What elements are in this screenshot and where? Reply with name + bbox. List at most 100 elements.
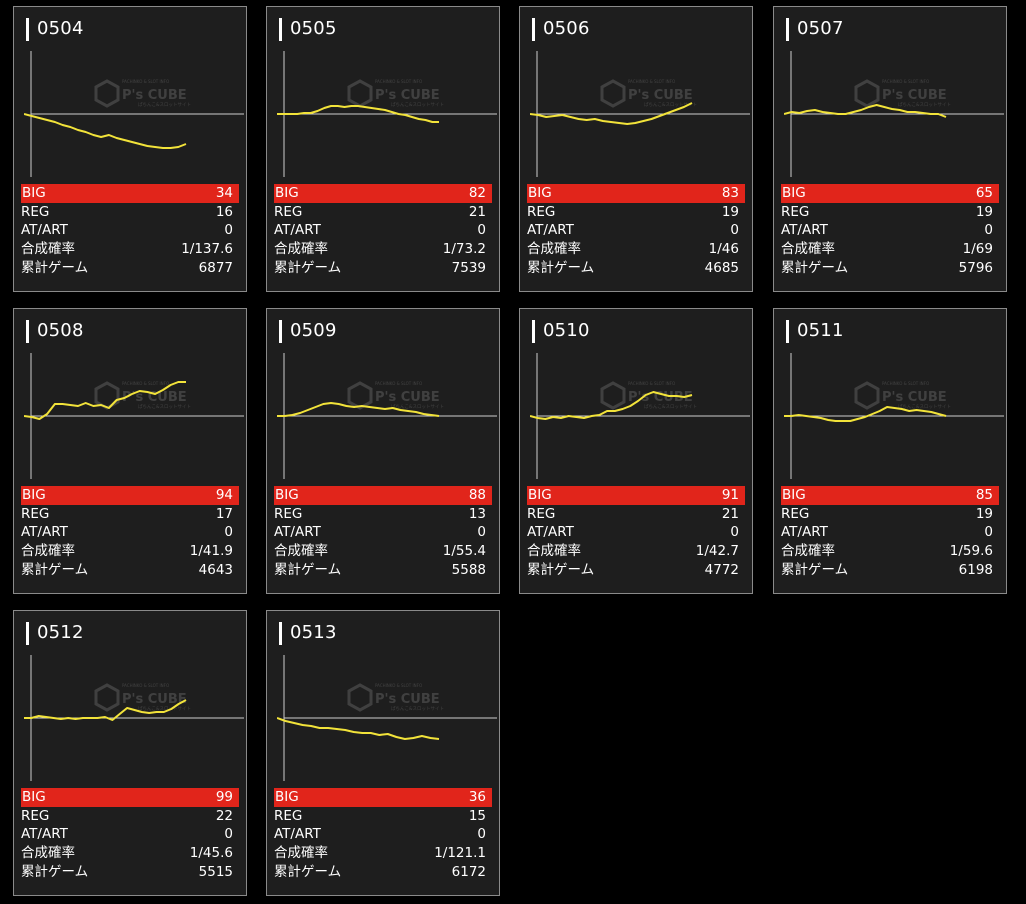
stat-value-big: 65 (975, 185, 993, 201)
stat-label-big: BIG (22, 185, 46, 201)
watermark-brand: P's CUBE (122, 390, 187, 405)
machine-stats: BIG 85 REG 19 AT/ART 0 合成確率 1/59.6 累計ゲーム… (774, 486, 1006, 579)
stat-value-atart: 0 (984, 222, 993, 239)
watermark-brand: P's CUBE (628, 88, 693, 103)
stat-row-reg: REG 16 (21, 203, 239, 222)
machine-number: 0504 (37, 18, 84, 39)
stat-value-games: 6198 (958, 561, 993, 578)
machine-number: 0508 (37, 320, 84, 341)
machine-card-0511[interactable]: 0511 PACHINKO & SLOT INFO P's CUBE ぱちんこ&スロ… (773, 308, 1007, 594)
stat-label-atart: AT/ART (527, 222, 574, 239)
stat-label-atart: AT/ART (527, 524, 574, 541)
machine-card-0512[interactable]: 0512 PACHINKO & SLOT INFO P's CUBE ぱちんこ&スロ… (13, 610, 247, 896)
stat-label-games: 累計ゲーム (527, 259, 595, 276)
stat-row-atart: AT/ART 0 (21, 221, 239, 240)
stat-value-games: 4772 (704, 561, 739, 578)
stat-label-reg: REG (527, 505, 556, 522)
stat-row-big: BIG 83 (527, 184, 745, 203)
machine-header: 0511 (786, 319, 844, 343)
machine-stats: BIG 94 REG 17 AT/ART 0 合成確率 1/41.9 累計ゲーム… (14, 486, 246, 579)
stat-row-reg: REG 21 (274, 203, 492, 222)
machine-card-0508[interactable]: 0508 PACHINKO & SLOT INFO P's CUBE ぱちんこ&スロ… (13, 308, 247, 594)
machine-number: 0512 (37, 622, 84, 643)
stat-value-atart: 0 (224, 826, 233, 843)
stat-label-reg: REG (21, 505, 50, 522)
stat-row-reg: REG 13 (274, 505, 492, 524)
stat-row-big: BIG 88 (274, 486, 492, 505)
stat-value-combined: 1/59.6 (949, 543, 993, 560)
machine-card-0507[interactable]: 0507 PACHINKO & SLOT INFO P's CUBE ぱちんこ&スロ… (773, 6, 1007, 292)
stat-row-big: BIG 34 (21, 184, 239, 203)
stat-label-atart: AT/ART (781, 222, 828, 239)
stat-label-games: 累計ゲーム (527, 561, 595, 578)
slump-line (277, 105, 439, 123)
slump-line (530, 102, 693, 125)
cube-logo-icon (600, 381, 626, 410)
stat-value-reg: 22 (215, 807, 233, 824)
stat-value-combined: 1/69 (962, 241, 993, 258)
stat-row-atart: AT/ART 0 (274, 221, 492, 240)
machine-stats: BIG 36 REG 15 AT/ART 0 合成確率 1/121.1 累計ゲー… (267, 788, 499, 881)
stat-value-atart: 0 (477, 826, 486, 843)
stat-value-games: 6172 (451, 863, 486, 880)
machine-card-0505[interactable]: 0505 PACHINKO & SLOT INFO P's CUBE ぱちんこ&スロ… (266, 6, 500, 292)
stat-value-games: 4685 (704, 259, 739, 276)
stat-label-games: 累計ゲーム (274, 259, 342, 276)
watermark-caption: PACHINKO & SLOT INFO (628, 381, 675, 386)
machine-number: 0510 (543, 320, 590, 341)
stat-label-reg: REG (781, 505, 810, 522)
watermark-caption: PACHINKO & SLOT INFO (375, 381, 422, 386)
machine-card-0510[interactable]: 0510 PACHINKO & SLOT INFO P's CUBE ぱちんこ&スロ… (519, 308, 753, 594)
stat-label-combined: 合成確率 (274, 543, 328, 560)
machine-header: 0508 (26, 319, 84, 343)
machine-card-0513[interactable]: 0513 PACHINKO & SLOT INFO P's CUBE ぱちんこ&スロ… (266, 610, 500, 896)
stat-label-games: 累計ゲーム (21, 259, 89, 276)
stat-label-big: BIG (528, 487, 552, 503)
stat-value-big: 34 (215, 185, 233, 201)
stat-value-combined: 1/45.6 (189, 845, 233, 862)
watermark-brand: P's CUBE (122, 692, 187, 707)
cube-logo-icon (854, 381, 880, 410)
watermark-subcaption: ぱちんこ&スロットサイト (644, 403, 697, 410)
stat-row-reg: REG 17 (21, 505, 239, 524)
stat-value-reg: 19 (975, 505, 993, 522)
cube-logo-icon (94, 381, 120, 410)
stat-row-games: 累計ゲーム 7539 (274, 259, 492, 278)
watermark-subcaption: ぱちんこ&スロットサイト (138, 101, 191, 108)
machine-header: 0512 (26, 621, 84, 645)
watermark-subcaption: ぱちんこ&スロットサイト (391, 403, 444, 410)
stat-value-reg: 16 (215, 203, 233, 220)
stat-label-games: 累計ゲーム (781, 259, 849, 276)
cube-logo-icon (347, 79, 373, 108)
stat-row-big: BIG 65 (781, 184, 999, 203)
slump-line (784, 104, 947, 118)
stat-row-reg: REG 19 (527, 203, 745, 222)
watermark-subcaption: ぱちんこ&スロットサイト (138, 403, 191, 410)
stat-row-big: BIG 94 (21, 486, 239, 505)
machine-card-0509[interactable]: 0509 PACHINKO & SLOT INFO P's CUBE ぱちんこ&スロ… (266, 308, 500, 594)
header-accent-bar (279, 17, 282, 41)
stat-value-atart: 0 (730, 222, 739, 239)
machine-card-0506[interactable]: 0506 PACHINKO & SLOT INFO P's CUBE ぱちんこ&スロ… (519, 6, 753, 292)
stat-label-big: BIG (782, 185, 806, 201)
machine-card-0504[interactable]: 0504 PACHINKO & SLOT INFO P's CUBE ぱちんこ&スロ… (13, 6, 247, 292)
stat-label-reg: REG (21, 203, 50, 220)
stat-row-atart: AT/ART 0 (274, 825, 492, 844)
stat-label-games: 累計ゲーム (274, 561, 342, 578)
watermark-brand: P's CUBE (375, 88, 440, 103)
stat-row-reg: REG 19 (781, 203, 999, 222)
watermark-subcaption: ぱちんこ&スロットサイト (138, 705, 191, 712)
machine-number: 0509 (290, 320, 337, 341)
machine-header: 0510 (532, 319, 590, 343)
